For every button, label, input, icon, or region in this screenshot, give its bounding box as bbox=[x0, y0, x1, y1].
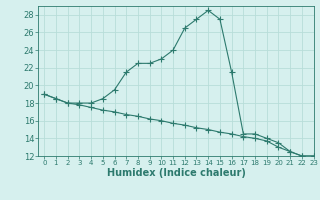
X-axis label: Humidex (Indice chaleur): Humidex (Indice chaleur) bbox=[107, 168, 245, 178]
